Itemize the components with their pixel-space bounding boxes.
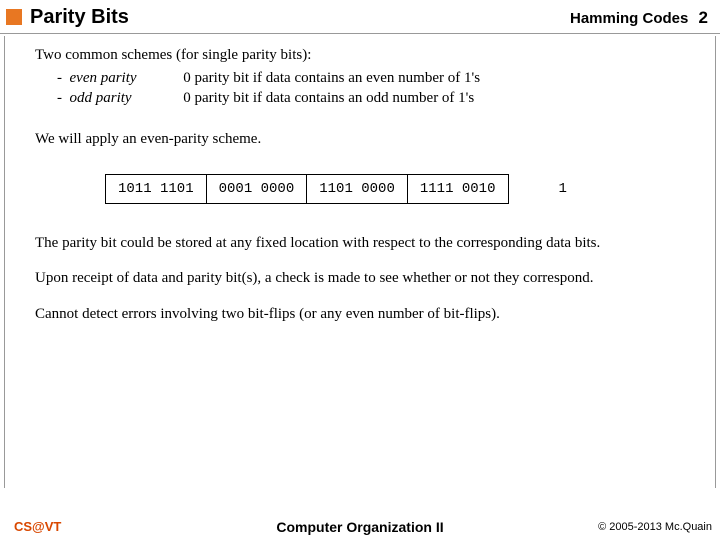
scheme-name: odd parity — [70, 88, 180, 108]
scheme-name: even parity — [70, 68, 180, 88]
scheme-row: - odd parity 0 parity bit if data contai… — [57, 88, 685, 108]
parity-value: 1 — [559, 181, 567, 197]
scheme-desc: 0 parity bit if data contains an odd num… — [183, 90, 474, 106]
dash: - — [57, 70, 62, 86]
bits-example: 1011 1101 0001 0000 1101 0000 1111 0010 … — [105, 174, 685, 204]
paragraph: The parity bit could be stored at any fi… — [35, 234, 685, 254]
accent-square-icon — [6, 9, 22, 25]
dash: - — [57, 90, 62, 106]
bits-cell: 0001 0000 — [207, 175, 308, 203]
section-name: Hamming Codes — [570, 10, 688, 27]
footer-left: CS@VT — [14, 519, 61, 534]
paragraph: Cannot detect errors involving two bit-f… — [35, 305, 685, 325]
slide-title: Parity Bits — [30, 6, 570, 29]
bits-cell: 1101 0000 — [307, 175, 408, 203]
slide-footer: CS@VT Computer Organization II © 2005-20… — [0, 513, 720, 540]
scheme-row: - even parity 0 parity bit if data conta… — [57, 68, 685, 88]
slide-content: Two common schemes (for single parity bi… — [4, 36, 716, 488]
bits-cell: 1011 1101 — [106, 175, 207, 203]
scheme-desc: 0 parity bit if data contains an even nu… — [183, 70, 480, 86]
slide-header: Parity Bits Hamming Codes 2 — [0, 0, 720, 34]
page-number: 2 — [699, 8, 708, 27]
footer-center: Computer Organization II — [276, 519, 443, 535]
paragraph: Upon receipt of data and parity bit(s), … — [35, 269, 685, 289]
footer-right: © 2005-2013 Mc.Quain — [598, 521, 712, 533]
intro-text: Two common schemes (for single parity bi… — [35, 46, 685, 66]
bits-cell: 1111 0010 — [408, 175, 508, 203]
bits-table: 1011 1101 0001 0000 1101 0000 1111 0010 — [105, 174, 509, 204]
section-label: Hamming Codes 2 — [570, 8, 708, 28]
apply-text: We will apply an even-parity scheme. — [35, 130, 685, 150]
